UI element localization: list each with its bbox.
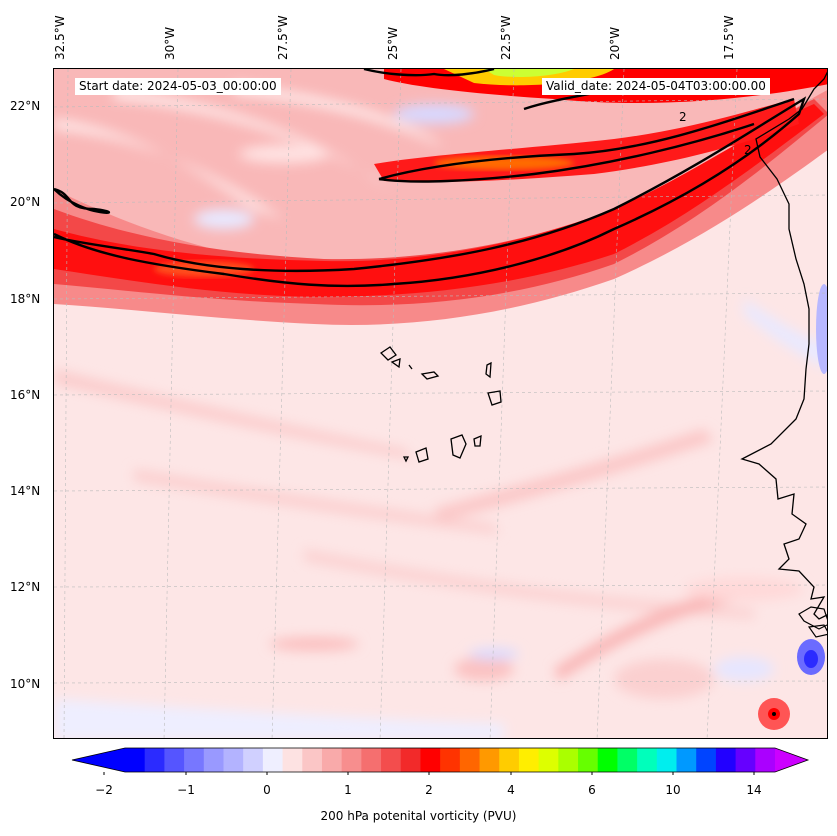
colorbar-cell — [597, 748, 618, 772]
lat-label-16n: 16°N — [10, 388, 41, 402]
colorbar-cell — [282, 748, 303, 772]
colorbar-cell — [361, 748, 382, 772]
colorbar-cell — [696, 748, 717, 772]
coast-island-bijagos — [798, 606, 827, 630]
colorbar-tick-label: 1 — [344, 783, 352, 797]
colorbar-cell — [125, 748, 146, 772]
map-panel: 2 2 Start date: 2024-05-03_00:00:00 Vali… — [53, 68, 828, 739]
colorbar-cell — [676, 748, 697, 772]
colorbar-cell — [440, 748, 461, 772]
african-coastline — [740, 71, 827, 620]
colorbar-cell — [558, 748, 579, 772]
lat-label-14n: 14°N — [10, 484, 41, 498]
pv-streaks-low — [54, 84, 474, 229]
lon-label-17-5w: 17.5°W — [722, 15, 736, 60]
colorbar-cell — [203, 748, 224, 772]
colorbar-cell — [184, 748, 205, 772]
colorbar-tick-label: 6 — [588, 783, 596, 797]
colorbar-cell — [420, 748, 441, 772]
lon-label-27-5w: 27.5°W — [276, 15, 290, 60]
pv-southern-features — [54, 299, 827, 738]
colorbar-cell — [381, 748, 402, 772]
lon-label-32-5w: 32.5°W — [53, 15, 67, 60]
colorbar-cell — [321, 748, 343, 772]
pv-2-contours — [54, 69, 807, 288]
contour-label-2: 2 — [744, 143, 752, 157]
lon-label-20w: 20°W — [608, 26, 622, 60]
pv-jet-max-orange — [154, 261, 254, 277]
colorbar-cell — [617, 748, 638, 772]
colorbar-cell — [479, 748, 500, 772]
colorbar-min-extension — [72, 748, 125, 772]
colorbar-cell — [262, 748, 284, 772]
start-date-label: Start date: 2024-05-03_00:00:00 — [75, 78, 281, 95]
colorbar-cell — [243, 748, 264, 772]
colorbar-cells — [71, 747, 810, 775]
pv-field-map: 2 2 — [54, 69, 827, 738]
colorbar-cell — [459, 748, 481, 772]
lon-label-30w: 30°W — [163, 26, 177, 60]
pv-top-green — [484, 69, 574, 77]
graticule — [54, 69, 827, 738]
lat-label-10n: 10°N — [10, 677, 41, 691]
colorbar-cell — [518, 748, 540, 772]
contour-label-1: 2 — [679, 110, 687, 124]
colorbar-label: 200 hPa potenital vorticity (PVU) — [320, 809, 517, 823]
lon-label-22-5w: 22.5°W — [499, 15, 513, 60]
colorbar-tick-label: 10 — [665, 783, 681, 797]
colorbar-tick-label: 2 — [425, 783, 433, 797]
colorbar-tick-label: −2 — [95, 783, 113, 797]
colorbar-cell — [341, 748, 362, 772]
colorbar-cell — [578, 748, 599, 772]
colorbar-cell — [538, 748, 559, 772]
colorbar-cell — [656, 748, 678, 772]
colorbar-cell — [499, 748, 520, 772]
colorbar-cell — [735, 748, 756, 772]
colorbar-cell — [144, 748, 165, 772]
lat-label-12n: 12°N — [10, 580, 41, 594]
colorbar-cell — [164, 748, 185, 772]
colorbar-max-extension — [775, 748, 808, 772]
pv-negative-east — [816, 284, 827, 374]
colorbar-cell — [400, 748, 421, 772]
colorbar — [71, 747, 810, 775]
colorbar-cell — [302, 748, 323, 772]
lat-label-22n: 22°N — [10, 99, 41, 113]
pv-negative-core-inner — [804, 650, 818, 668]
colorbar-tick-label: 4 — [507, 783, 515, 797]
valid-date-label: Valid_date: 2024-05-04T03:00:00.00 — [542, 78, 770, 95]
lat-label-20n: 20°N — [10, 195, 41, 209]
lat-label-18n: 18°N — [10, 292, 41, 306]
pv-jet-mid — [54, 99, 827, 306]
colorbar-outline — [71, 747, 810, 773]
colorbar-cell — [755, 748, 776, 772]
lon-label-25w: 25°W — [386, 26, 400, 60]
colorbar-cell — [223, 748, 244, 772]
pv-positive-blob-dot — [772, 712, 776, 716]
colorbar-cell — [715, 748, 737, 772]
cape-verde-islands — [379, 346, 502, 463]
colorbar-tick-label: 14 — [746, 783, 762, 797]
colorbar-cell — [637, 748, 658, 772]
colorbar-tick-label: 0 — [263, 783, 271, 797]
colorbar-tick-label: −1 — [177, 783, 195, 797]
pv-branch-orange — [434, 156, 574, 170]
coast-island-small — [807, 624, 827, 638]
